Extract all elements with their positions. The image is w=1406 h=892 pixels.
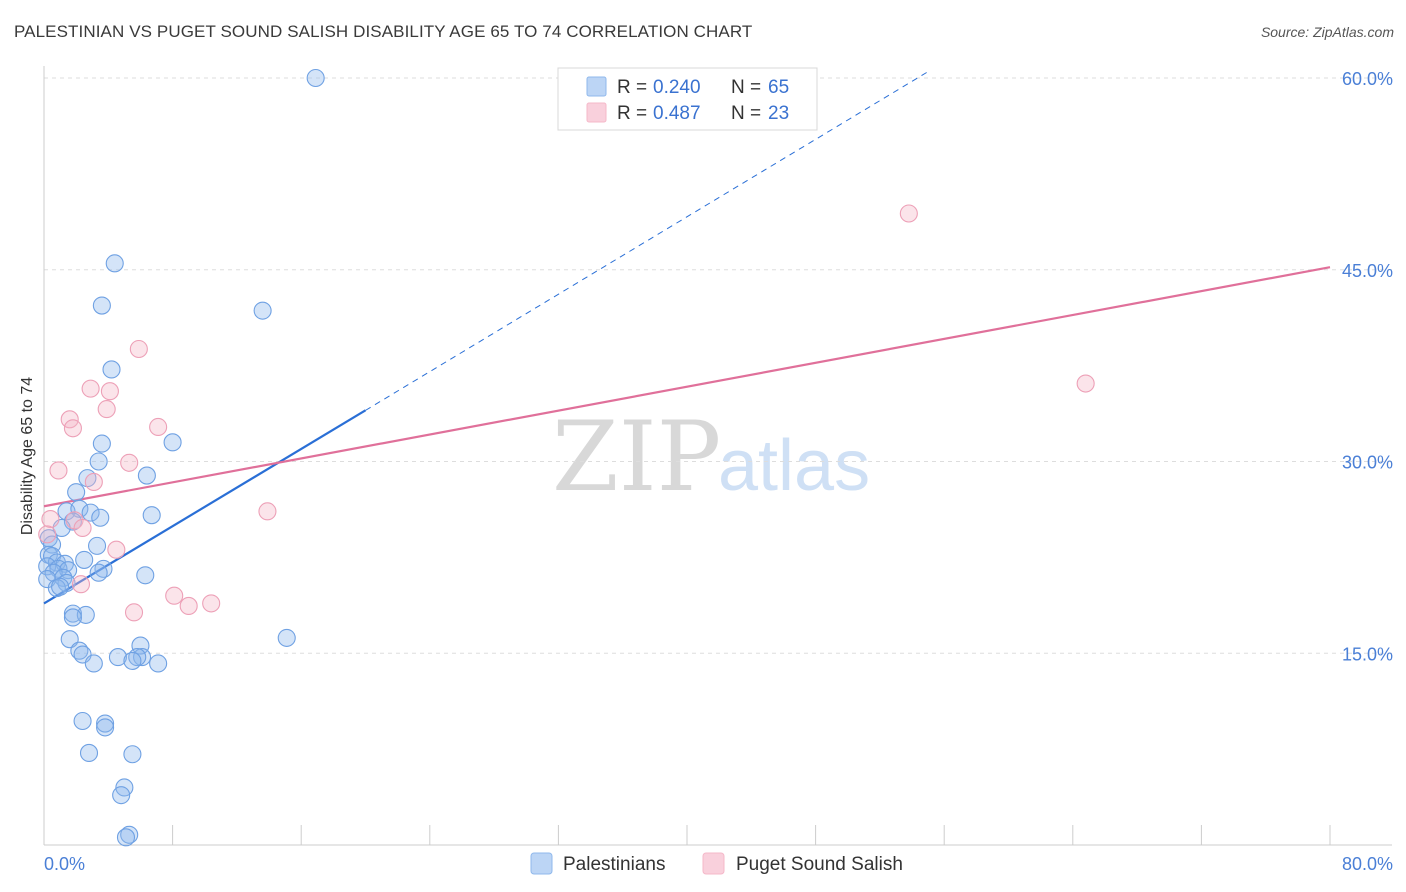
salish-point-16 [73,518,92,538]
salish-point-7 [63,419,82,438]
salish-point-9 [49,461,68,480]
legend-n-label-1: N = [731,77,761,98]
palestinians-point-7 [89,452,108,471]
palestinians-point-6 [92,434,111,453]
palestinians-point-49 [123,651,142,670]
axes [43,66,1392,846]
salish-trend-line [43,266,1331,508]
x-tick-label-0: 0.0% [44,854,85,874]
palestinians-point-20 [87,536,107,555]
salish-points [38,204,1095,622]
bottom-legend-salish: Puget Sound Salish [736,854,903,875]
palestinians-point-55 [79,743,99,763]
palestinians-point-23 [75,550,94,569]
palestinians-point-47 [133,648,152,667]
palestinians-point-32 [136,566,155,585]
y-tick-label-3: 60.0% [1342,69,1393,89]
legend: R = 0.240 N = 65 R = 0.487 N = 23 [557,67,818,131]
palestinians-point-59 [120,825,139,844]
salish-point-13 [41,509,60,529]
y-tick-labels: 15.0% 30.0% 45.0% 60.0% [1342,69,1393,664]
watermark-atlas: atlas [718,426,870,506]
salish-point-21 [202,594,221,613]
palestinians-point-9 [137,466,156,485]
y-tick-label-1: 30.0% [1342,453,1393,473]
x-tick-label-1: 80.0% [1342,854,1393,874]
palestinians-point-53 [96,714,115,733]
legend-r-value-1: 0.240 [653,77,701,98]
palestinians-point-56 [123,745,142,764]
y-tick-label-0: 15.0% [1342,644,1393,664]
watermark: ZIP atlas [552,401,870,513]
legend-r-value-2: 0.487 [653,103,701,124]
chart-title: PALESTINIAN VS PUGET SOUND SALISH DISABI… [14,22,753,41]
palestinians-point-3 [253,301,272,320]
salish-point-12 [258,502,277,521]
legend-n-value-2: 23 [768,103,789,124]
palestinians-point-5 [163,433,182,452]
legend-swatch-palestinians [586,76,607,97]
salish-point-11 [84,472,103,492]
salish-point-15 [38,525,57,544]
salish-point-0 [899,204,918,223]
palestinians-point-2 [92,296,111,315]
salish-point-5 [1076,374,1095,393]
bottom-legend-swatch-salish [702,852,725,875]
y-tick-label-2: 45.0% [1342,261,1393,281]
palestinians-point-40 [63,608,82,627]
source-label: Source: ZipAtlas.com [1260,24,1394,40]
palestinians-point-13 [81,503,100,522]
palestinians-point-10 [67,483,86,502]
legend-n-value-1: 65 [768,77,789,98]
salish-point-10 [120,453,139,472]
palestinians-point-41 [277,628,296,647]
palestinians-point-54 [96,718,115,737]
palestinians-point-15 [142,506,161,525]
legend-swatch-salish [586,102,607,123]
salish-point-8 [149,417,168,437]
palestinians-trend-line [43,409,367,605]
palestinians-point-52 [73,711,92,731]
y-axis-label: Disability Age 65 to 74 [19,377,36,535]
trend-lines [43,71,1331,605]
palestinians-point-37 [51,577,70,596]
palestinians-point-31 [89,563,108,582]
palestinians-point-0 [306,68,325,88]
palestinians-point-43 [131,636,150,655]
palestinians-point-1 [105,254,124,273]
legend-r-label-2: R = [617,103,647,124]
bottom-legend-swatch-palestinians [530,852,553,875]
palestinians-points [38,68,325,847]
palestinians-point-46 [108,648,127,667]
salish-point-17 [107,540,126,559]
bottom-legend-palestinians: Palestinians [563,854,665,875]
palestinians-point-60 [116,828,136,847]
salish-point-2 [81,379,100,398]
legend-r-label-1: R = [617,77,647,98]
salish-point-18 [71,575,91,594]
salish-point-22 [124,603,144,622]
palestinians-point-14 [91,508,110,527]
palestinians-point-38 [63,604,82,623]
salish-point-19 [165,586,184,605]
bottom-legend: Palestinians Puget Sound Salish [530,852,903,875]
x-tick-labels: 0.0% 80.0% [44,854,1393,874]
palestinians-point-26 [38,557,57,576]
grid-lines [44,77,1392,654]
legend-n-label-2: N = [731,103,761,124]
salish-point-20 [179,596,198,616]
palestinians-point-58 [112,786,131,805]
palestinians-point-4 [102,360,121,379]
salish-point-4 [97,400,116,419]
palestinians-point-50 [149,654,168,673]
salish-point-1 [129,339,148,359]
watermark-zip: ZIP [552,401,721,513]
salish-point-3 [100,382,119,401]
palestinians-point-51 [84,654,103,673]
